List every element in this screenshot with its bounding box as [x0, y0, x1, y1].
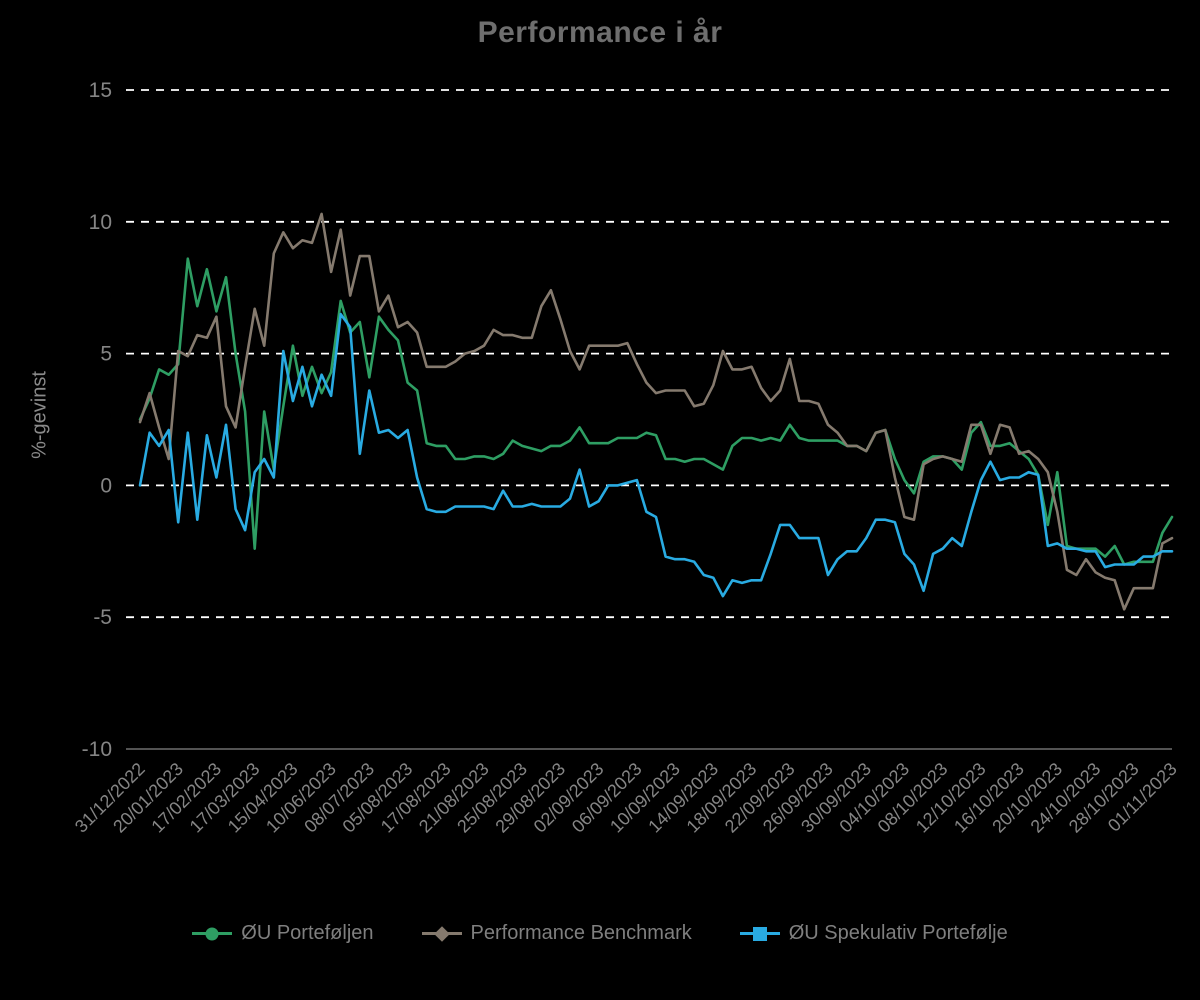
legend-label-portfolio: ØU Porteføljen — [241, 922, 374, 944]
circle-marker-icon — [192, 925, 233, 943]
y-tick-label: 10 — [89, 211, 112, 234]
plot-area: 151050-5-1031/12/202220/01/202317/02/202… — [71, 79, 1181, 837]
series-line-0[interactable] — [138, 257, 1174, 566]
legend-item-speculative[interactable]: ØU Spekulativ Portefølje — [739, 922, 1008, 945]
y-tick-label: 0 — [100, 474, 112, 497]
diamond-marker-icon — [421, 925, 462, 943]
y-tick-label: -10 — [82, 738, 112, 761]
chart-title: Performance i år — [477, 16, 723, 49]
y-tick-label: 15 — [89, 79, 112, 102]
square-marker-icon — [739, 925, 780, 943]
legend-label-benchmark: Performance Benchmark — [470, 922, 692, 944]
series-line-2[interactable] — [138, 312, 1174, 598]
y-tick-label: -5 — [93, 606, 112, 629]
legend-item-portfolio[interactable]: ØU Porteføljen — [192, 922, 374, 945]
series-line-1[interactable] — [138, 212, 1174, 611]
y-tick-label: 5 — [100, 343, 112, 366]
legend-label-speculative: ØU Spekulativ Portefølje — [788, 922, 1008, 944]
legend-item-benchmark[interactable]: Performance Benchmark — [421, 922, 692, 945]
legend: ØU Porteføljen Performance Benchmark ØU … — [0, 922, 1200, 945]
